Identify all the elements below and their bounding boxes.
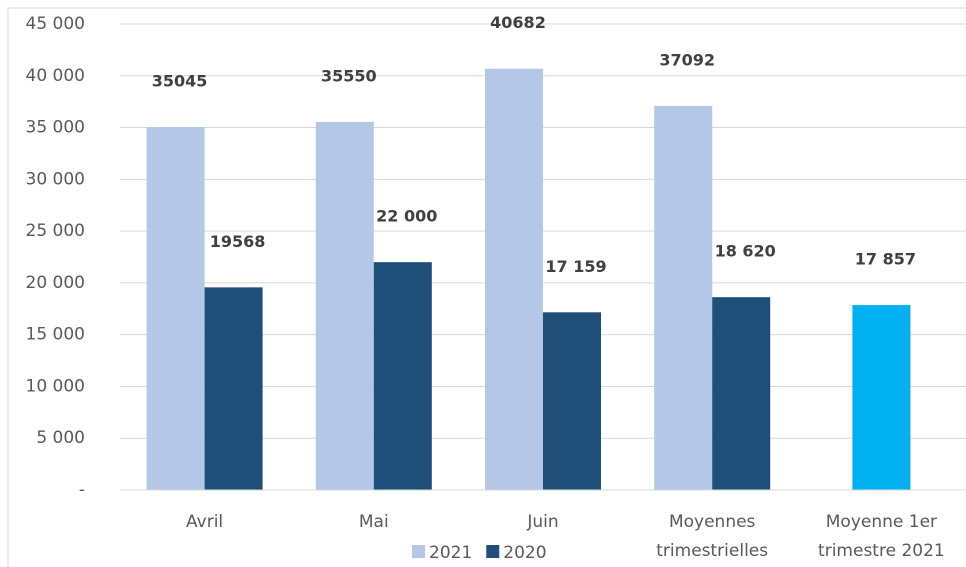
value-label: 18 620 [715,242,776,261]
y-tick-label: 30 000 [26,169,85,189]
x-tick-label: Avril [186,512,224,532]
y-tick-label: 45 000 [26,14,85,34]
y-tick-label: 5 000 [36,428,85,448]
legend-label: 2020 [503,543,546,563]
bar [485,68,543,491]
chart-frame [7,7,966,567]
bar [146,127,205,491]
bar [315,121,374,491]
y-tick-label: 25 000 [26,221,85,241]
legend-swatch [486,545,500,558]
bar [543,312,601,490]
value-label: 17 857 [855,250,916,269]
x-tick-label: Juin [527,512,559,532]
bar [712,297,771,490]
bar [373,262,432,490]
y-tick-label: 20 000 [26,273,85,293]
value-label: 19568 [210,232,266,251]
x-tick-label: Moyennes trimestrielles [656,512,769,561]
y-tick-label: - [79,480,85,500]
value-label: 37092 [659,50,715,69]
value-label: 35550 [321,66,377,85]
value-label: 35045 [152,72,208,91]
x-tick-label: Moyenne 1er trimestre 2021 [818,512,945,561]
bar [852,305,911,490]
value-label: 40682 [490,13,546,32]
y-tick-label: 10 000 [26,376,85,396]
bar [654,105,713,491]
y-tick-label: 40 000 [26,66,85,86]
bar [204,287,263,490]
value-label: 22 000 [376,207,437,226]
legend-label: 2021 [429,543,472,563]
legend-swatch [412,545,425,558]
y-tick-label: 15 000 [26,325,85,345]
x-tick-label: Mai [358,512,389,532]
y-tick-label: 35 000 [26,118,85,138]
value-label: 17 159 [545,257,606,276]
